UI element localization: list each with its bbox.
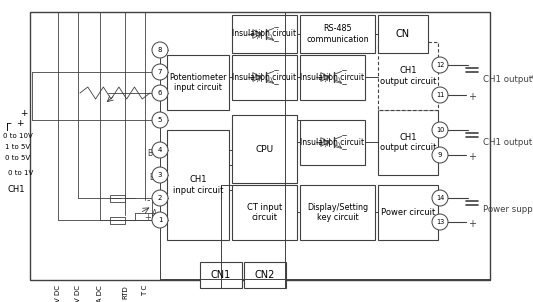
Bar — [232, 115, 297, 183]
Text: +: + — [20, 108, 28, 117]
Circle shape — [432, 214, 448, 230]
Text: +: + — [16, 118, 23, 127]
Text: CH1
input circuit: CH1 input circuit — [173, 175, 223, 195]
Text: +: + — [468, 92, 476, 102]
Text: 9: 9 — [438, 152, 442, 158]
Circle shape — [432, 122, 448, 138]
Bar — [232, 15, 297, 53]
Bar — [300, 55, 365, 100]
Text: CH1
output circuit: CH1 output circuit — [380, 133, 436, 152]
Text: Insulation circuit: Insulation circuit — [232, 30, 296, 38]
Text: CN: CN — [396, 29, 410, 39]
Text: 11: 11 — [436, 92, 444, 98]
Text: CPU: CPU — [255, 144, 273, 153]
Bar — [110, 194, 125, 201]
Text: 14: 14 — [436, 195, 444, 201]
Circle shape — [152, 142, 168, 158]
Text: CH1: CH1 — [8, 185, 26, 194]
Bar — [300, 15, 375, 53]
Bar — [110, 217, 125, 223]
Text: +: + — [468, 219, 476, 229]
Text: CN1: CN1 — [211, 270, 231, 280]
Text: 7: 7 — [158, 69, 162, 75]
Text: 0 to 1V: 0 to 1V — [8, 170, 33, 176]
Text: 12: 12 — [436, 62, 444, 68]
Circle shape — [432, 190, 448, 206]
Circle shape — [152, 64, 168, 80]
Circle shape — [432, 87, 448, 103]
Text: 8: 8 — [158, 47, 162, 53]
Text: 0 to 10V: 0 to 10V — [3, 133, 33, 139]
Bar — [378, 42, 438, 110]
Text: *1: *1 — [528, 76, 533, 85]
Text: 13: 13 — [436, 219, 444, 225]
Bar — [378, 185, 438, 240]
Text: -: - — [146, 195, 150, 205]
Text: mA DC: mA DC — [97, 285, 103, 302]
Text: Power circuit: Power circuit — [381, 208, 435, 217]
Text: 1: 1 — [158, 217, 162, 223]
Text: T C: T C — [142, 285, 148, 296]
Bar — [378, 15, 428, 53]
Text: Power supply: Power supply — [483, 205, 533, 214]
Bar — [167, 55, 229, 110]
Text: Potentiometer
input circuit: Potentiometer input circuit — [169, 73, 227, 92]
Bar — [300, 185, 375, 240]
Text: B: B — [148, 149, 152, 159]
Circle shape — [152, 190, 168, 206]
Text: 5: 5 — [158, 117, 162, 123]
Text: CN2: CN2 — [255, 270, 275, 280]
Text: Insulation circuit: Insulation circuit — [232, 73, 296, 82]
Bar — [30, 12, 490, 280]
Text: Insulation circuit: Insulation circuit — [301, 138, 365, 147]
Text: 1 to 5V: 1 to 5V — [5, 144, 30, 150]
Bar — [232, 185, 297, 240]
Text: +: + — [468, 152, 476, 162]
Text: A: A — [152, 208, 158, 217]
Bar — [167, 130, 229, 240]
Circle shape — [152, 112, 168, 128]
Bar — [200, 262, 242, 288]
Text: 3: 3 — [158, 172, 162, 178]
Text: CT input
circuit: CT input circuit — [247, 203, 282, 222]
Text: CH1 output: CH1 output — [483, 76, 532, 85]
Text: V DC: V DC — [55, 285, 61, 302]
Text: Insulation circuit: Insulation circuit — [301, 73, 365, 82]
Text: 10: 10 — [436, 127, 444, 133]
Circle shape — [432, 147, 448, 163]
Circle shape — [152, 167, 168, 183]
Text: RTD: RTD — [122, 285, 128, 299]
Text: 6: 6 — [158, 90, 162, 96]
Bar — [378, 110, 438, 175]
Text: B: B — [149, 174, 155, 182]
Circle shape — [152, 212, 168, 228]
Circle shape — [152, 85, 168, 101]
Circle shape — [432, 57, 448, 73]
Text: Display/Setting
key circuit: Display/Setting key circuit — [307, 203, 368, 222]
Text: 0 to 5V: 0 to 5V — [5, 155, 30, 161]
Circle shape — [152, 42, 168, 58]
Text: CH1
output circuit: CH1 output circuit — [380, 66, 436, 86]
Text: 4: 4 — [158, 147, 162, 153]
Text: +: + — [144, 214, 151, 223]
Bar — [300, 120, 365, 165]
Text: V DC: V DC — [75, 285, 81, 302]
Text: Γ: Γ — [6, 123, 12, 133]
Text: RS-485
communication: RS-485 communication — [306, 24, 369, 44]
Bar — [244, 262, 286, 288]
Text: 2: 2 — [158, 195, 162, 201]
Bar — [232, 55, 297, 100]
Text: CH1 output: CH1 output — [483, 138, 532, 147]
